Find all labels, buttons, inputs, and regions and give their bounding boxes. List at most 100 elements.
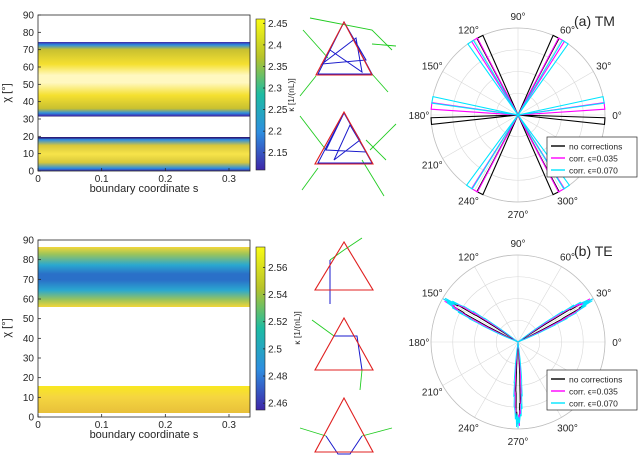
angle-label: 210° <box>422 161 443 172</box>
y-tick-label: 80 <box>23 255 35 266</box>
polar-spoke <box>442 298 519 343</box>
legend-entry: corr. ϵ=0.035 <box>569 154 618 164</box>
y-tick-label: 60 <box>23 63 35 74</box>
polar-spoke <box>474 341 519 418</box>
polar-grid <box>430 27 606 203</box>
triangle <box>314 316 374 371</box>
angle-label: 270° <box>508 210 529 221</box>
colorbar-tick-label: 2.4 <box>268 40 282 51</box>
colorbar-tick-label: 2.52 <box>268 317 288 328</box>
angle-label: 300° <box>557 197 578 208</box>
x-tick-label: 0.3 <box>222 420 236 431</box>
chi-band-upper-fill <box>38 42 250 116</box>
colorbar-tick-label: 2.15 <box>268 148 288 159</box>
y-axis-label: χ [°] <box>1 318 13 337</box>
polar-plot-b: 90°60°30°0°300°270°240°210°180°150°120° … <box>409 239 638 448</box>
angle-label: 0° <box>612 111 622 122</box>
polar-petal <box>442 297 594 429</box>
legend-entry: no corrections <box>569 375 622 385</box>
polar-spoke <box>442 71 519 116</box>
colorbar-tick-label: 2.54 <box>268 290 288 301</box>
angle-label: 240° <box>458 197 479 208</box>
polar-spoke <box>442 114 519 159</box>
y-tick-label: 60 <box>23 295 35 306</box>
axes-box <box>37 14 251 172</box>
angle-label: 30° <box>596 62 611 73</box>
x-tick-label: 0 <box>35 420 41 431</box>
colorbar-ticks: 2.45 2.4 2.35 2.3 2.25 2.2 2.15 <box>263 19 288 159</box>
orbit-triangle-1 <box>299 17 397 97</box>
orbit-diagrams-b <box>299 237 393 455</box>
y-tick-label: 70 <box>23 275 35 286</box>
colorbar <box>255 18 266 171</box>
angle-label: 60° <box>560 25 575 36</box>
polar-lobe <box>517 37 566 116</box>
angle-label: 300° <box>557 424 578 435</box>
polar-spoke <box>474 266 519 343</box>
legend-entry: corr. ϵ=0.035 <box>569 387 618 397</box>
y-tick-label: 20 <box>23 373 35 384</box>
colorbar-label: κ [1/(nL)] <box>292 311 302 345</box>
orbit-triangle-2 <box>299 110 397 197</box>
polar-series <box>430 34 606 196</box>
orbit-triangle-5 <box>299 396 393 455</box>
panel-label-a: (a) TM <box>574 13 615 29</box>
legend: no corrections corr. ϵ=0.035 corr. ϵ=0.070 <box>546 136 638 178</box>
scatter-a: 0 0.1 0.2 0.3 0 10 20 30 40 50 60 70 80 90 boundary c… <box>1 11 296 196</box>
polar-lobe <box>431 95 519 116</box>
x-tick-label: 0 <box>35 174 41 185</box>
x-axis-label: boundary coordinate s <box>90 429 199 441</box>
y-tick-label: 40 <box>23 334 35 345</box>
polar-outer-ring <box>430 27 606 203</box>
scatter-b: 0 0.1 0.2 0.3 0 10 20 30 40 50 60 70 80 90 boundary c… <box>1 236 302 442</box>
orbit-diagrams-a <box>299 17 397 197</box>
legend-entry: corr. ϵ=0.070 <box>569 399 618 409</box>
triangle <box>314 110 374 165</box>
y-tick-label: 0 <box>28 413 34 424</box>
colorbar <box>255 246 266 411</box>
y-tick-label: 90 <box>23 236 35 247</box>
angle-label: 120° <box>458 252 479 263</box>
angle-label: 150° <box>422 62 443 73</box>
angle-label: 90° <box>510 12 525 23</box>
polar-series <box>442 297 594 429</box>
y-tick-label: 20 <box>23 132 35 143</box>
polar-spoke <box>442 341 519 386</box>
band-edge <box>38 137 250 139</box>
colorbar-tick-label: 2.48 <box>268 372 288 383</box>
colorbar-tick-label: 2.35 <box>268 62 288 73</box>
axis-ticks: 0 0.1 0.2 0.3 0 10 20 30 40 50 60 70 80 90 <box>23 11 237 186</box>
angle-label: 90° <box>510 239 525 250</box>
x-tick-label: 0.3 <box>222 174 236 185</box>
angle-label: 180° <box>409 338 430 349</box>
y-tick-label: 80 <box>23 28 35 39</box>
angle-label: 0° <box>612 338 622 349</box>
orbit-triangle-4 <box>311 316 374 391</box>
chi-band-lower <box>38 386 250 413</box>
orbit-triangle-3 <box>314 237 374 304</box>
polar-spoke <box>517 298 594 343</box>
colorbar-ticks: 2.56 2.54 2.52 2.5 2.48 2.46 <box>263 263 288 410</box>
y-tick-label: 90 <box>23 11 35 22</box>
angle-label: 60° <box>560 252 575 263</box>
y-tick-label: 50 <box>23 80 35 91</box>
y-tick-label: 30 <box>23 115 35 126</box>
colorbar-tick-label: 2.5 <box>268 344 282 355</box>
legend: no corrections corr. ϵ=0.035 corr. ϵ=0.070 <box>546 369 638 411</box>
angle-label: 270° <box>508 437 529 448</box>
legend-entry: corr. ϵ=0.070 <box>569 166 618 176</box>
y-tick-label: 50 <box>23 314 35 325</box>
colorbar-label: κ [1/(nL)] <box>286 78 296 112</box>
y-tick-label: 10 <box>23 149 35 160</box>
polar-lobe <box>465 114 519 190</box>
polar-plot-a: 90°60°30°0°300°270°240°210°180°150°120° … <box>409 12 638 221</box>
polar-grid <box>430 254 606 430</box>
panel-label-b: (b) TE <box>574 243 613 259</box>
angle-label: 240° <box>458 424 479 435</box>
colorbar-tick-label: 2.46 <box>268 399 288 410</box>
x-tick-label: 0.1 <box>95 420 109 431</box>
angle-label: 150° <box>422 289 443 300</box>
angle-label: 30° <box>596 289 611 300</box>
angle-label: 210° <box>422 388 443 399</box>
colorbar-tick-label: 2.25 <box>268 105 288 116</box>
